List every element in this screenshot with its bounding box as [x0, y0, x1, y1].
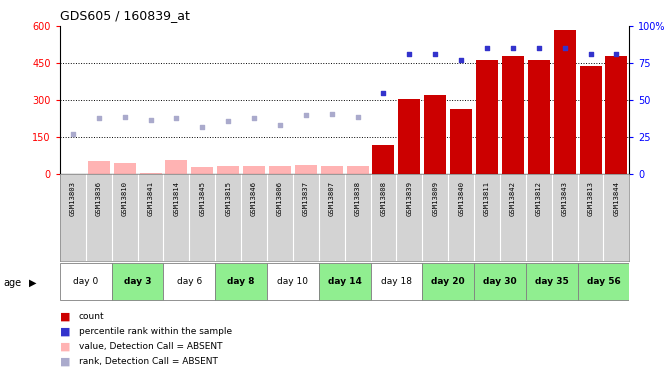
- Point: [378, 90, 389, 96]
- FancyBboxPatch shape: [60, 262, 112, 300]
- Point: [533, 45, 544, 51]
- Text: ■: ■: [60, 327, 71, 337]
- Bar: [88, 161, 110, 174]
- Text: GSM13838: GSM13838: [354, 181, 360, 216]
- Point: [482, 45, 492, 51]
- Point: [404, 51, 415, 57]
- Point: [93, 115, 104, 121]
- Bar: [243, 166, 265, 174]
- Text: day 56: day 56: [587, 277, 620, 286]
- Point: [326, 111, 337, 117]
- Text: day 35: day 35: [535, 277, 569, 286]
- Text: rank, Detection Call = ABSENT: rank, Detection Call = ABSENT: [79, 357, 218, 366]
- Text: day 8: day 8: [227, 277, 255, 286]
- Text: day 3: day 3: [124, 277, 151, 286]
- Text: GSM13813: GSM13813: [587, 181, 593, 216]
- Text: ■: ■: [60, 357, 71, 367]
- Point: [430, 51, 441, 57]
- FancyBboxPatch shape: [163, 262, 215, 300]
- Text: day 18: day 18: [381, 277, 412, 286]
- Text: GDS605 / 160839_at: GDS605 / 160839_at: [60, 9, 190, 22]
- Text: GSM13814: GSM13814: [173, 181, 179, 216]
- Text: day 0: day 0: [73, 277, 99, 286]
- Text: GSM13810: GSM13810: [122, 181, 128, 216]
- FancyBboxPatch shape: [112, 262, 163, 300]
- Point: [223, 118, 234, 124]
- Text: ■: ■: [60, 342, 71, 352]
- FancyBboxPatch shape: [215, 262, 267, 300]
- Text: GSM13836: GSM13836: [96, 181, 102, 216]
- Point: [507, 45, 518, 51]
- Text: day 14: day 14: [328, 277, 362, 286]
- Text: percentile rank within the sample: percentile rank within the sample: [79, 327, 232, 336]
- Bar: [165, 160, 187, 174]
- Text: day 10: day 10: [277, 277, 308, 286]
- Bar: [424, 95, 446, 174]
- FancyBboxPatch shape: [319, 262, 370, 300]
- FancyBboxPatch shape: [370, 262, 422, 300]
- FancyBboxPatch shape: [526, 262, 577, 300]
- Text: GSM13843: GSM13843: [561, 181, 567, 216]
- Point: [274, 123, 285, 129]
- Text: day 20: day 20: [432, 277, 465, 286]
- Bar: [114, 163, 136, 174]
- Point: [559, 45, 570, 51]
- Text: GSM13840: GSM13840: [458, 181, 464, 216]
- Point: [248, 115, 259, 121]
- Bar: [579, 66, 601, 174]
- Text: GSM13842: GSM13842: [510, 181, 516, 216]
- Bar: [191, 167, 213, 174]
- Text: GSM13845: GSM13845: [199, 181, 205, 216]
- Text: GSM13808: GSM13808: [380, 181, 386, 216]
- Bar: [321, 166, 343, 174]
- Text: ▶: ▶: [29, 278, 37, 288]
- Text: age: age: [3, 278, 21, 288]
- Point: [67, 131, 78, 137]
- Point: [145, 117, 156, 123]
- Bar: [217, 166, 239, 174]
- Point: [197, 124, 208, 130]
- FancyBboxPatch shape: [422, 262, 474, 300]
- Bar: [476, 60, 498, 174]
- Text: GSM13837: GSM13837: [303, 181, 309, 216]
- Point: [352, 114, 363, 120]
- Text: GSM13809: GSM13809: [432, 181, 438, 216]
- Bar: [450, 109, 472, 174]
- Point: [611, 51, 622, 57]
- FancyBboxPatch shape: [577, 262, 629, 300]
- Text: GSM13807: GSM13807: [329, 181, 335, 216]
- Bar: [553, 30, 575, 174]
- Text: value, Detection Call = ABSENT: value, Detection Call = ABSENT: [79, 342, 222, 351]
- Point: [585, 51, 596, 57]
- Bar: [346, 166, 368, 174]
- Text: GSM13846: GSM13846: [251, 181, 257, 216]
- Point: [119, 114, 130, 120]
- Text: day 30: day 30: [483, 277, 517, 286]
- Text: GSM13815: GSM13815: [225, 181, 231, 216]
- Point: [456, 57, 466, 63]
- FancyBboxPatch shape: [267, 262, 319, 300]
- Text: GSM13803: GSM13803: [70, 181, 76, 216]
- Bar: [605, 56, 627, 174]
- Bar: [398, 99, 420, 174]
- Text: GSM13844: GSM13844: [613, 181, 619, 216]
- Text: GSM13811: GSM13811: [484, 181, 490, 216]
- Text: GSM13806: GSM13806: [277, 181, 283, 216]
- Bar: [372, 145, 394, 174]
- Bar: [502, 56, 524, 174]
- FancyBboxPatch shape: [474, 262, 526, 300]
- Text: count: count: [79, 312, 104, 321]
- Text: GSM13841: GSM13841: [148, 181, 154, 216]
- Text: day 6: day 6: [176, 277, 202, 286]
- Text: GSM13839: GSM13839: [406, 181, 412, 216]
- Point: [171, 115, 182, 121]
- Point: [300, 112, 311, 118]
- Bar: [269, 166, 291, 174]
- Text: GSM13812: GSM13812: [535, 181, 541, 216]
- Bar: [295, 165, 317, 174]
- Bar: [140, 173, 162, 174]
- Text: ■: ■: [60, 312, 71, 322]
- Bar: [527, 60, 549, 174]
